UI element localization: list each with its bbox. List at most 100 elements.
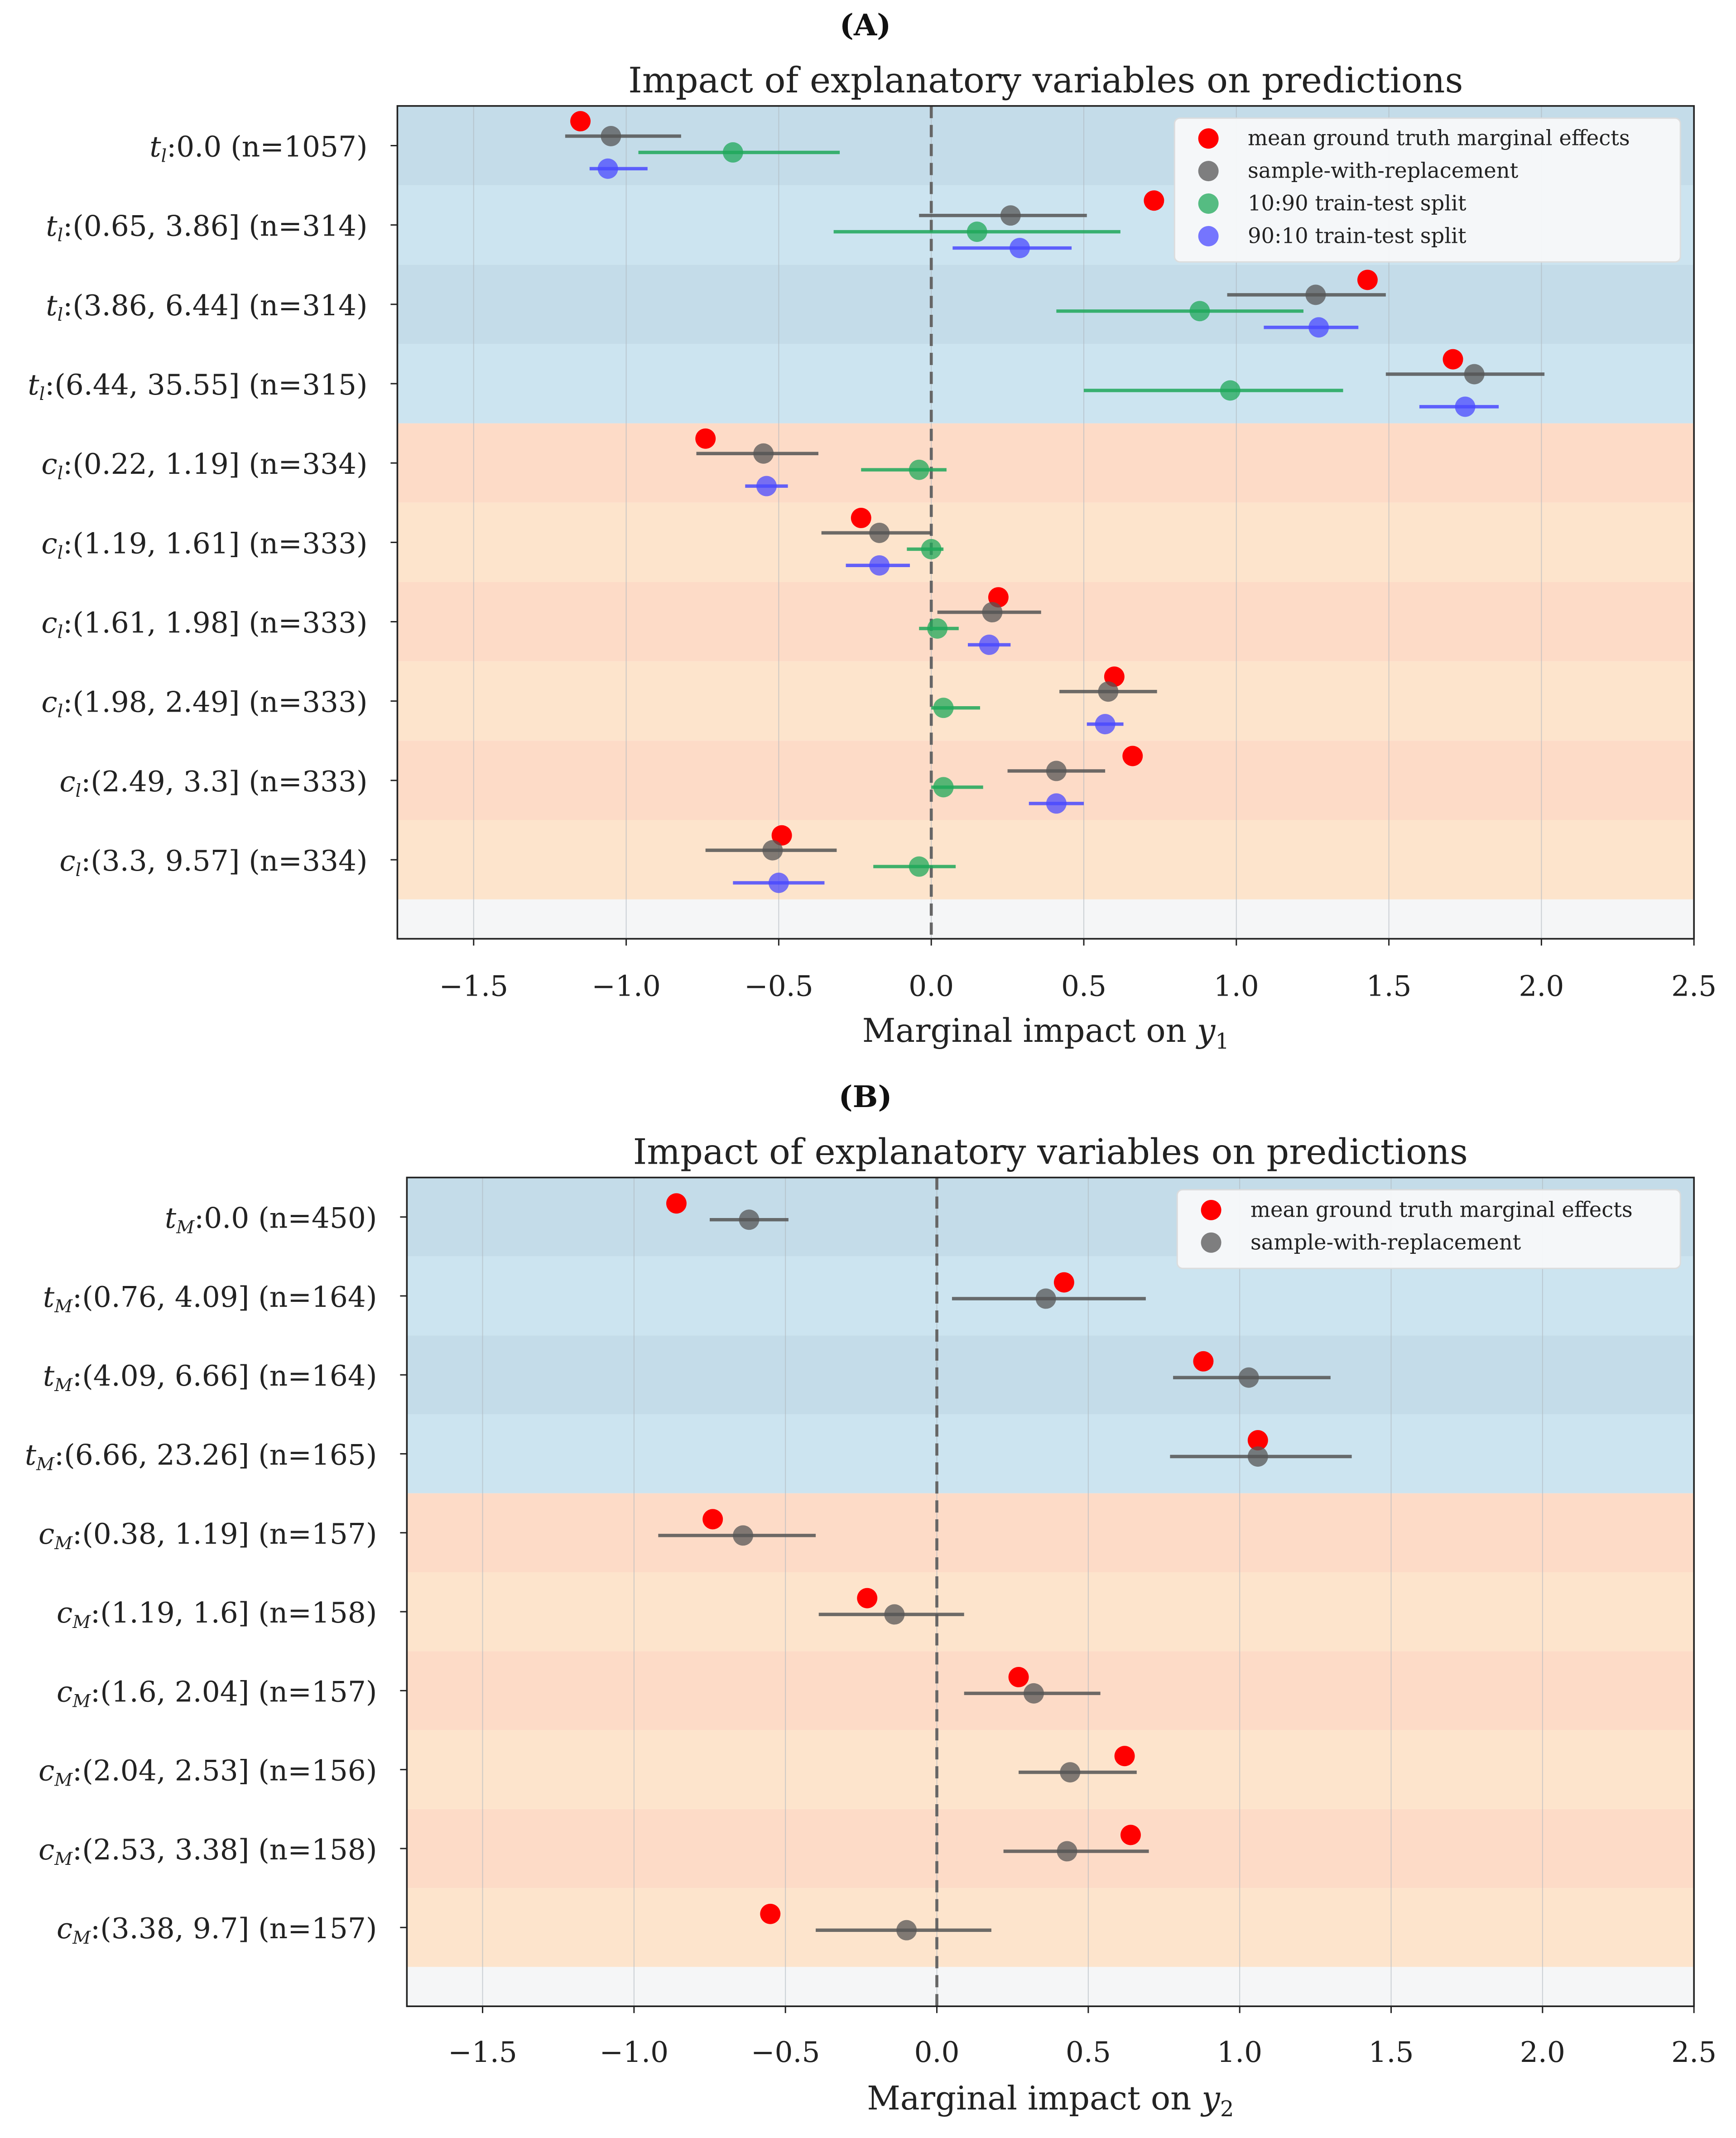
- legend-marker: [1198, 193, 1219, 214]
- plot-frame: [396, 105, 1695, 940]
- y-tick-label: tl:(3.86, 6.44] (n=314): [46, 289, 367, 325]
- y-tick-label: cM:(1.6, 2.04] (n=157): [57, 1675, 377, 1711]
- row-band: [407, 1730, 1694, 1809]
- data-point: [921, 539, 942, 559]
- x-tick-label: −1.0: [591, 969, 661, 1002]
- data-point: [771, 825, 792, 846]
- data-point: [1114, 1746, 1135, 1767]
- x-tick-label: 0.0: [914, 2036, 960, 2069]
- x-tick-label: −1.5: [439, 969, 508, 1002]
- data-point: [933, 777, 954, 798]
- data-point: [753, 443, 774, 464]
- x-tick-label: 1.0: [1217, 2036, 1262, 2069]
- chart-b: −1.5 −1.0 −0.5 0.0 0.5 1.0 1.5 2.0 2.5 Impact of …: [25, 1132, 1717, 2122]
- panel-label-a: (A): [840, 7, 891, 43]
- data-point: [1046, 761, 1067, 781]
- legend-box: [1176, 1189, 1681, 1269]
- data-point: [1098, 681, 1119, 702]
- data-point: [982, 602, 1003, 623]
- row-band: [397, 661, 1694, 741]
- data-point: [1060, 1762, 1081, 1783]
- row-band: [407, 1572, 1694, 1652]
- y-tick-label: cM:(2.04, 2.53] (n=156): [38, 1754, 377, 1791]
- data-point: [695, 428, 716, 449]
- legend-label: 10:90 train-test split: [1248, 191, 1467, 215]
- y-tick-label: tl:0.0 (n=1057): [149, 130, 367, 166]
- x-tick-label: 0.0: [909, 969, 954, 1002]
- data-point: [869, 555, 890, 576]
- data-point: [1120, 1825, 1141, 1845]
- data-point: [1144, 190, 1164, 211]
- data-point: [1024, 1683, 1044, 1704]
- x-tick-label: 2.0: [1520, 2036, 1565, 2069]
- y-tick-label: cl:(0.22, 1.19] (n=334): [41, 448, 367, 484]
- x-tick-label: −1.5: [448, 2036, 517, 2069]
- legend-box: [1173, 117, 1681, 263]
- legend-label: 90:10 train-test split: [1248, 223, 1467, 248]
- y-tick-label: tl:(0.65, 3.86] (n=314): [46, 210, 367, 246]
- data-point: [869, 522, 890, 543]
- x-tick-label: −0.5: [744, 969, 813, 1002]
- data-point: [1095, 714, 1116, 735]
- legend-marker: [1198, 161, 1219, 182]
- y-tick-label: cM:(3.38, 9.7] (n=157): [57, 1912, 377, 1948]
- data-point: [570, 111, 591, 132]
- data-point: [1053, 1272, 1074, 1293]
- x-tick-label: 0.5: [1061, 969, 1106, 1002]
- y-tick-label: cl:(3.3, 9.57] (n=334): [59, 844, 367, 881]
- data-point: [909, 856, 929, 877]
- data-point: [733, 1525, 754, 1546]
- panel-label-b: (B): [839, 1079, 892, 1114]
- x-tick-label: 1.0: [1214, 969, 1259, 1002]
- plot-frame: [406, 1176, 1695, 2008]
- data-point: [1357, 270, 1378, 290]
- data-point: [1464, 364, 1485, 385]
- legend-marker: [1201, 1232, 1221, 1253]
- x-tick-label: −0.5: [751, 2036, 820, 2069]
- data-point: [884, 1604, 905, 1625]
- y-tick-label: tM:0.0 (n=450): [165, 1202, 377, 1238]
- data-point: [933, 698, 954, 718]
- y-tick-label: cM:(1.19, 1.6] (n=158): [57, 1596, 377, 1632]
- data-point: [857, 1588, 878, 1608]
- data-point: [1189, 301, 1210, 322]
- legend-marker: [1201, 1199, 1221, 1220]
- data-point: [967, 222, 987, 242]
- y-tick-label: tl:(6.44, 35.55] (n=315): [28, 368, 367, 404]
- y-tick-label: cl:(1.19, 1.61] (n=333): [41, 527, 367, 563]
- data-point: [1193, 1351, 1214, 1372]
- row-band: [397, 820, 1694, 900]
- y-tick-label: cM:(2.53, 3.38] (n=158): [38, 1833, 377, 1869]
- x-tick-label: 2.0: [1519, 969, 1564, 1002]
- row-band: [407, 1414, 1694, 1493]
- data-point: [1308, 317, 1329, 338]
- data-point: [702, 1509, 723, 1530]
- x-tick-label: −1.0: [600, 2036, 669, 2069]
- data-point: [1238, 1367, 1259, 1388]
- x-axis-label: Marginal impact on y2: [867, 2079, 1234, 2122]
- data-point: [1035, 1288, 1056, 1309]
- data-point: [1046, 793, 1067, 814]
- row-band: [397, 582, 1694, 662]
- data-point: [1220, 380, 1241, 401]
- x-tick-label: 2.5: [1671, 969, 1717, 1002]
- data-point: [1443, 349, 1463, 370]
- x-axis-label: Marginal impact on y1: [862, 1011, 1229, 1054]
- x-tick-label: 1.5: [1369, 2036, 1414, 2069]
- data-point: [1057, 1841, 1077, 1862]
- chart-a: −1.5 −1.0 −0.5 0.0 0.5 1.0 1.5 2.0 2.5 Impact of …: [28, 60, 1717, 1054]
- data-point: [722, 142, 743, 163]
- data-point: [762, 840, 783, 861]
- row-band: [397, 423, 1694, 503]
- row-band: [407, 1335, 1694, 1415]
- chart-title: Impact of explanatory variables on predi…: [628, 60, 1463, 101]
- legend-label: sample-with-replacement: [1250, 1230, 1521, 1254]
- data-point: [756, 476, 777, 496]
- y-tick-label: cl:(1.98, 2.49] (n=333): [41, 686, 367, 722]
- data-point: [597, 158, 618, 179]
- data-point: [666, 1193, 687, 1214]
- chart-title: Impact of explanatory variables on predi…: [633, 1132, 1468, 1173]
- row-band: [407, 1493, 1694, 1572]
- row-band: [397, 502, 1694, 582]
